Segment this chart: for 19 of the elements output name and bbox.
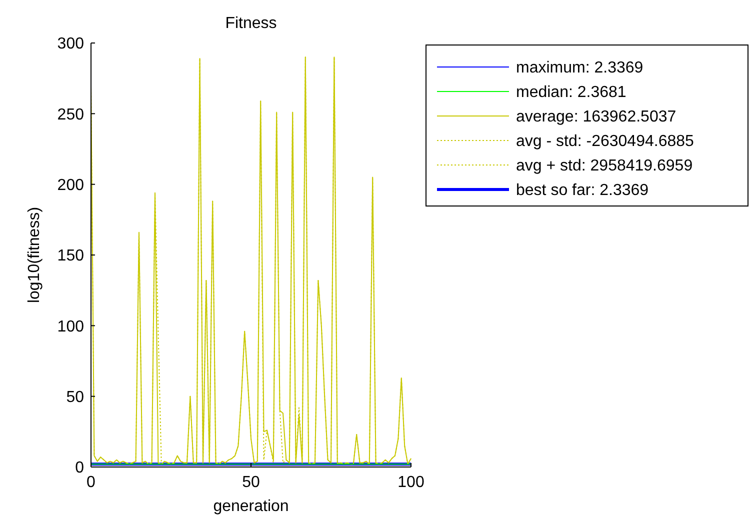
x-tick-label: 0 bbox=[86, 474, 96, 491]
legend-label: avg + std: 2958419.6959 bbox=[516, 158, 693, 175]
y-tick-label: 0 bbox=[75, 460, 84, 477]
legend-label: average: 163962.5037 bbox=[516, 108, 676, 126]
y-tick-label: 50 bbox=[66, 388, 84, 406]
legend-label: avg - std: -2630494.6885 bbox=[516, 133, 694, 150]
x-axis-title: generation bbox=[213, 498, 289, 515]
y-tick-label: 100 bbox=[57, 318, 84, 336]
y-tick-label: 150 bbox=[57, 248, 84, 265]
y-tick-label: 300 bbox=[57, 36, 84, 53]
x-tick-label: 100 bbox=[398, 474, 424, 491]
y-axis-title: log10(fitness) bbox=[26, 206, 43, 304]
chart-title: Fitness bbox=[225, 15, 277, 32]
legend-label: median: 2.3681 bbox=[516, 84, 626, 102]
legend-label: maximum: 2.3369 bbox=[516, 60, 644, 77]
y-tick-label: 250 bbox=[57, 106, 84, 124]
legend-label: best so far: 2.3369 bbox=[516, 182, 649, 200]
x-tick-label: 50 bbox=[242, 474, 260, 491]
y-tick-label: 200 bbox=[57, 176, 84, 194]
